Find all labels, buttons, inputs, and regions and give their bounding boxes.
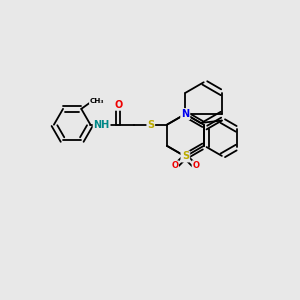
Text: CH₃: CH₃ <box>90 98 104 104</box>
Text: O: O <box>171 161 178 170</box>
Text: O: O <box>114 100 122 110</box>
Text: S: S <box>147 120 154 130</box>
Text: NH: NH <box>94 120 110 130</box>
Text: N: N <box>181 152 189 161</box>
Text: S: S <box>182 152 189 161</box>
Text: N: N <box>181 109 189 119</box>
Text: N: N <box>181 109 189 119</box>
Text: O: O <box>192 161 199 170</box>
